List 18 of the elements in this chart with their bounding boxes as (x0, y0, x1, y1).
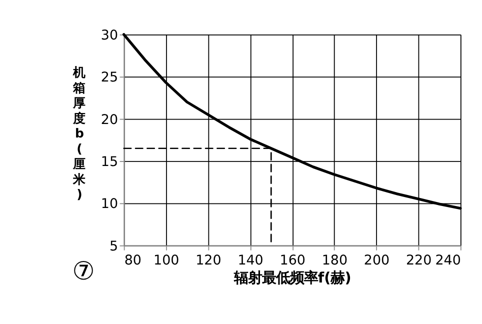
x-tick-label: 140 (238, 254, 264, 269)
y-tick-label: 25 (100, 70, 118, 86)
x-tick-label: 80 (124, 254, 142, 269)
x-tick-label: 200 (364, 254, 390, 269)
text: ⑦ (72, 256, 95, 286)
x-tick-label: 160 (280, 254, 306, 269)
y-tick-label: 5 (109, 239, 118, 254)
x-tick-label: 240 (435, 254, 461, 269)
x-tick-label: 100 (154, 254, 180, 269)
y-tick-label: 15 (100, 154, 118, 170)
text: 机箱厚度b(厘米) (72, 64, 86, 202)
x-tick-label: 180 (322, 254, 348, 269)
x-axis-title: 辐射最低频率f(赫) (232, 270, 352, 287)
x-tick-label: 120 (196, 254, 222, 269)
y-tick-label: 10 (100, 197, 118, 212)
y-tick-label: 20 (100, 112, 118, 128)
y-tick-label: 30 (100, 28, 118, 44)
x-tick-label: 220 (406, 254, 432, 269)
